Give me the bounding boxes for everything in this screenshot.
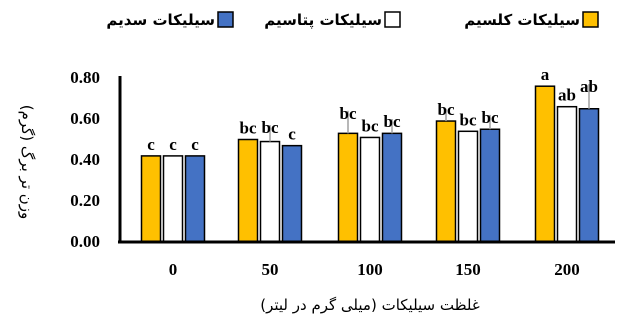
significance-letter: bc xyxy=(340,104,357,123)
bar-calcium-100 xyxy=(337,132,359,243)
legend-label-sodium: سیلیکات سدیم xyxy=(106,11,215,29)
legend-swatch-sodium xyxy=(217,11,234,28)
x-tick-label: 100 xyxy=(357,260,383,279)
y-tick-labels: 0.00 0.20 0.40 0.60 0.80 xyxy=(70,68,100,251)
bar-calcium-50 xyxy=(237,138,259,243)
significance-letter: a xyxy=(541,65,550,84)
bar-sodium-50 xyxy=(281,144,303,243)
bar-potassium-50 xyxy=(259,140,281,243)
legend-swatch-potassium xyxy=(384,11,401,28)
x-tick-label: 150 xyxy=(455,260,481,279)
significance-letter: bc xyxy=(460,110,477,129)
significance-letter: bc xyxy=(438,100,455,119)
y-axis-title: وزن تر برگ (گرم) xyxy=(18,105,36,220)
y-tick-label: 0.80 xyxy=(70,68,100,87)
significance-letter: c xyxy=(288,125,296,144)
bar-potassium-150 xyxy=(457,130,479,243)
significance-letter: bc xyxy=(482,108,499,127)
significance-letter: bc xyxy=(262,118,279,137)
legend: سیلیکات کلسیم سیلیکات پتاسیم سیلیکات سدی… xyxy=(106,11,599,30)
significance-letter: ab xyxy=(558,86,576,105)
bar-calcium-0 xyxy=(140,155,162,243)
significance-letter: bc xyxy=(240,119,257,138)
x-tick-label: 50 xyxy=(262,260,279,279)
y-tick-label: 0.00 xyxy=(70,232,100,251)
y-tick-label: 0.60 xyxy=(70,109,100,128)
bar-potassium-100 xyxy=(359,136,381,243)
significance-letter: bc xyxy=(384,112,401,131)
significance-letter: c xyxy=(191,135,199,154)
x-axis-title: غلظت سیلیکات (میلی گرم در لیتر) xyxy=(260,296,480,314)
bar-potassium-0 xyxy=(162,155,184,243)
legend-label-calcium: سیلیکات کلسیم xyxy=(464,11,580,29)
x-tick-labels: 0 50 100 150 200 xyxy=(169,260,580,279)
significance-letter: ab xyxy=(580,77,598,96)
significance-letter: bc xyxy=(362,116,379,135)
x-tick-label: 200 xyxy=(554,260,580,279)
x-tick-label: 0 xyxy=(169,260,178,279)
significance-letter: c xyxy=(147,135,155,154)
significance-letter: c xyxy=(169,135,177,154)
bar-calcium-200 xyxy=(534,85,556,243)
bar-potassium-200 xyxy=(556,105,578,243)
bar-sodium-100 xyxy=(381,132,403,243)
y-tick-label: 0.20 xyxy=(70,191,100,210)
y-tick-label: 0.40 xyxy=(70,150,100,169)
legend-label-potassium: سیلیکات پتاسیم xyxy=(264,11,382,30)
legend-swatch-calcium xyxy=(582,11,599,28)
bar-sodium-150 xyxy=(479,128,501,243)
bar-sodium-0 xyxy=(184,155,206,243)
bar-calcium-150 xyxy=(435,120,457,243)
bar-sodium-200 xyxy=(578,108,600,243)
